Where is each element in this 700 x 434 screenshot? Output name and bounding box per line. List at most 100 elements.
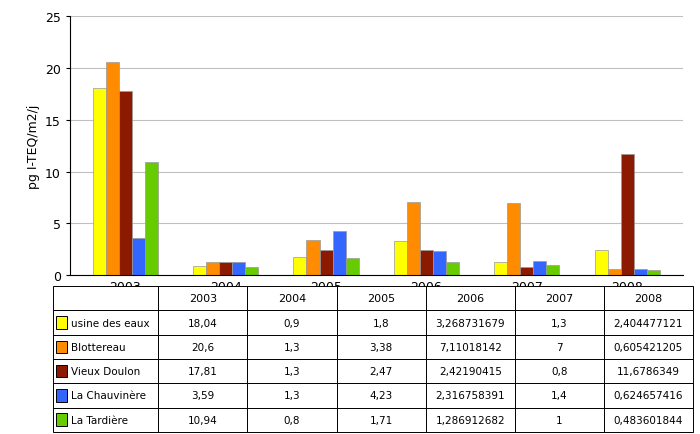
Bar [426,335,514,359]
Bar [604,383,693,408]
Text: 0,9: 0,9 [284,318,300,328]
Bar [426,286,514,311]
Text: La Chauvinère: La Chauvinère [71,391,146,401]
Bar [433,252,446,276]
Bar [206,262,219,276]
Bar [337,311,426,335]
Bar [247,408,337,432]
Bar [520,267,533,276]
Bar [232,262,245,276]
Text: 17,81: 17,81 [188,366,218,376]
Bar [52,359,158,383]
Bar [56,365,67,378]
Bar [647,270,660,276]
Bar [56,316,67,329]
Bar [56,389,67,402]
Text: 2,316758391: 2,316758391 [435,391,505,401]
Bar [193,266,206,276]
Bar [158,359,247,383]
Bar [332,232,346,276]
Text: 2005: 2005 [367,293,395,303]
Bar [604,335,693,359]
Text: 0,8: 0,8 [284,415,300,425]
Bar [158,311,247,335]
Bar [247,286,337,311]
Text: 7,11018142: 7,11018142 [439,342,502,352]
Text: 0,483601844: 0,483601844 [614,415,683,425]
Bar [247,383,337,408]
Text: 7: 7 [556,342,563,352]
Bar [604,359,693,383]
Text: 2,47: 2,47 [370,366,393,376]
Bar [514,311,604,335]
Bar [346,258,358,276]
Text: 3,38: 3,38 [370,342,393,352]
Text: 2007: 2007 [545,293,573,303]
Bar [608,270,621,276]
Bar [106,63,119,276]
Bar [634,269,647,276]
Bar [621,155,634,276]
Bar [446,262,459,276]
Bar [52,408,158,432]
Text: 2,42190415: 2,42190415 [439,366,502,376]
Bar [494,262,508,276]
Bar [158,408,247,432]
Text: 1,3: 1,3 [284,342,300,352]
Bar [514,359,604,383]
Text: 3,268731679: 3,268731679 [435,318,505,328]
Bar [132,239,145,276]
Bar [158,383,247,408]
Text: 18,04: 18,04 [188,318,218,328]
Bar [533,261,547,276]
Bar [547,265,559,276]
Text: 1,71: 1,71 [370,415,393,425]
Text: 2003: 2003 [189,293,217,303]
Bar [337,335,426,359]
Bar [245,267,258,276]
Text: 1,3: 1,3 [551,318,568,328]
Bar [604,408,693,432]
Text: 20,6: 20,6 [191,342,214,352]
Bar [420,250,433,276]
Text: 4,23: 4,23 [370,391,393,401]
Bar [52,335,158,359]
Text: 1: 1 [556,415,563,425]
Bar [407,202,420,276]
Bar [52,286,158,311]
Bar [56,414,67,426]
Bar [56,341,67,353]
Text: 3,59: 3,59 [191,391,214,401]
Bar [514,408,604,432]
Text: La Tardière: La Tardière [71,415,128,425]
Bar [307,241,319,276]
Text: 2006: 2006 [456,293,484,303]
Bar [158,286,247,311]
Bar [604,286,693,311]
Bar [247,359,337,383]
Bar [426,359,514,383]
Bar [337,286,426,311]
Text: 1,3: 1,3 [284,366,300,376]
Text: Vieux Doulon: Vieux Doulon [71,366,141,376]
Text: 1,3: 1,3 [284,391,300,401]
Text: usine des eaux: usine des eaux [71,318,150,328]
Text: 0,8: 0,8 [551,366,568,376]
Bar [394,242,407,276]
Bar [426,311,514,335]
Y-axis label: pg I-TEQ/m2/j: pg I-TEQ/m2/j [27,105,39,188]
Text: 1,4: 1,4 [551,391,568,401]
Bar [508,203,520,276]
Bar [219,262,232,276]
Bar [337,383,426,408]
Bar [247,335,337,359]
Bar [426,383,514,408]
Bar [594,251,608,276]
Bar [145,163,158,276]
Text: 2004: 2004 [278,293,306,303]
Text: 11,6786349: 11,6786349 [617,366,680,376]
Bar [92,89,106,276]
Text: 0,605421205: 0,605421205 [614,342,683,352]
Bar [337,359,426,383]
Bar [337,408,426,432]
